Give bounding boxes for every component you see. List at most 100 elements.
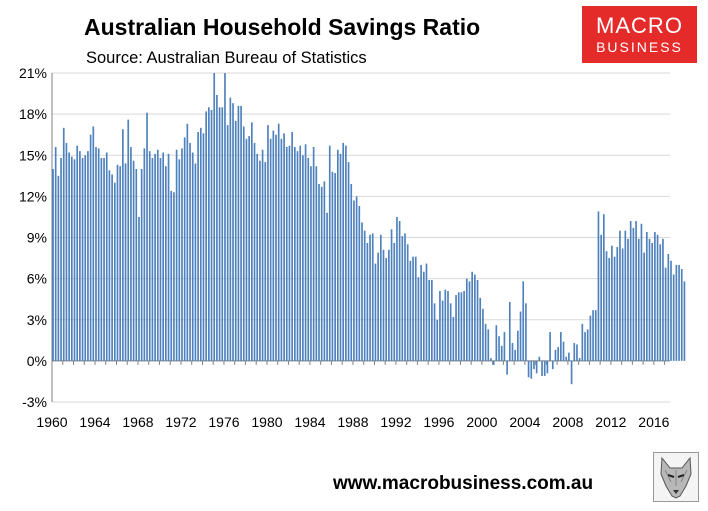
bar xyxy=(355,196,358,361)
bar xyxy=(275,134,277,361)
y-tick-label: 0% xyxy=(27,353,47,369)
bar xyxy=(390,229,393,361)
bar xyxy=(304,144,307,361)
bar xyxy=(218,107,221,361)
bar xyxy=(237,105,240,361)
bar xyxy=(568,352,570,361)
bar xyxy=(482,308,484,361)
bar xyxy=(627,238,629,361)
bar xyxy=(347,162,350,361)
bar xyxy=(111,174,113,361)
bar xyxy=(385,258,388,361)
bar xyxy=(216,94,218,361)
bar xyxy=(471,271,473,361)
bar xyxy=(433,303,436,361)
bar xyxy=(89,134,92,361)
bar xyxy=(619,230,621,361)
bar xyxy=(210,110,213,361)
bar xyxy=(608,258,611,361)
bar xyxy=(602,214,605,361)
bar xyxy=(592,310,594,361)
bar xyxy=(444,289,447,361)
bar xyxy=(366,242,369,361)
bar xyxy=(656,234,659,361)
x-tick-label: 1980 xyxy=(251,414,282,430)
x-tick-label: 2004 xyxy=(509,414,540,430)
bar xyxy=(570,360,573,385)
x-tick-label: 2000 xyxy=(466,414,497,430)
bar xyxy=(202,133,205,361)
bar xyxy=(554,349,557,361)
bar xyxy=(291,131,293,361)
bar xyxy=(514,349,516,361)
bar xyxy=(379,234,382,361)
bar xyxy=(629,221,632,361)
bar xyxy=(199,127,202,361)
bar xyxy=(664,267,667,361)
bar xyxy=(374,263,377,361)
bar xyxy=(401,236,404,361)
bar xyxy=(272,130,275,361)
page-title: Australian Household Savings Ratio xyxy=(84,14,481,40)
bar xyxy=(543,360,546,376)
bar xyxy=(336,149,339,361)
bar xyxy=(124,163,127,361)
bar xyxy=(65,142,68,361)
bar xyxy=(248,136,250,361)
x-tick-label: 1968 xyxy=(122,414,153,430)
bar xyxy=(398,221,401,361)
x-tick-label: 1988 xyxy=(337,414,368,430)
bar xyxy=(208,107,210,361)
bar xyxy=(181,148,183,361)
bar xyxy=(404,233,406,361)
bar xyxy=(167,153,170,361)
x-tick-label: 1960 xyxy=(36,414,67,430)
bar xyxy=(224,73,226,361)
bar xyxy=(645,232,648,361)
bar xyxy=(632,227,635,361)
x-tick-label: 1996 xyxy=(423,414,454,430)
bar xyxy=(517,330,519,361)
bar xyxy=(651,242,654,361)
x-tick-label: 1976 xyxy=(208,414,239,430)
bar xyxy=(640,223,643,361)
bar xyxy=(323,181,326,361)
bar xyxy=(414,256,417,361)
x-tick-label: 2008 xyxy=(552,414,583,430)
bar xyxy=(307,157,310,361)
bar xyxy=(522,281,525,361)
bar xyxy=(396,216,398,361)
bar xyxy=(455,295,457,361)
bar xyxy=(578,358,581,361)
bar xyxy=(320,186,323,361)
bar xyxy=(594,310,597,361)
bar xyxy=(377,252,379,361)
bar xyxy=(165,166,167,361)
bar xyxy=(525,303,527,361)
bar xyxy=(234,120,237,361)
bar xyxy=(683,281,686,361)
bar xyxy=(240,105,242,361)
bar xyxy=(100,157,103,361)
bar xyxy=(269,138,272,361)
bar xyxy=(659,244,662,361)
bar xyxy=(562,341,565,361)
bar xyxy=(358,205,361,361)
bar xyxy=(648,238,651,361)
bar xyxy=(52,168,54,361)
bar xyxy=(97,148,100,361)
bar xyxy=(678,264,680,361)
bar xyxy=(328,145,331,361)
bar xyxy=(143,148,146,361)
bar xyxy=(159,157,162,361)
logo-line-business: BUSINESS xyxy=(596,39,683,55)
bar xyxy=(388,249,390,361)
bar xyxy=(242,126,245,361)
bar xyxy=(492,360,495,365)
bar xyxy=(535,360,538,374)
x-tick-label: 1972 xyxy=(165,414,196,430)
bar xyxy=(565,356,568,361)
bar xyxy=(586,329,589,361)
bar xyxy=(500,345,503,361)
bar xyxy=(573,343,576,361)
